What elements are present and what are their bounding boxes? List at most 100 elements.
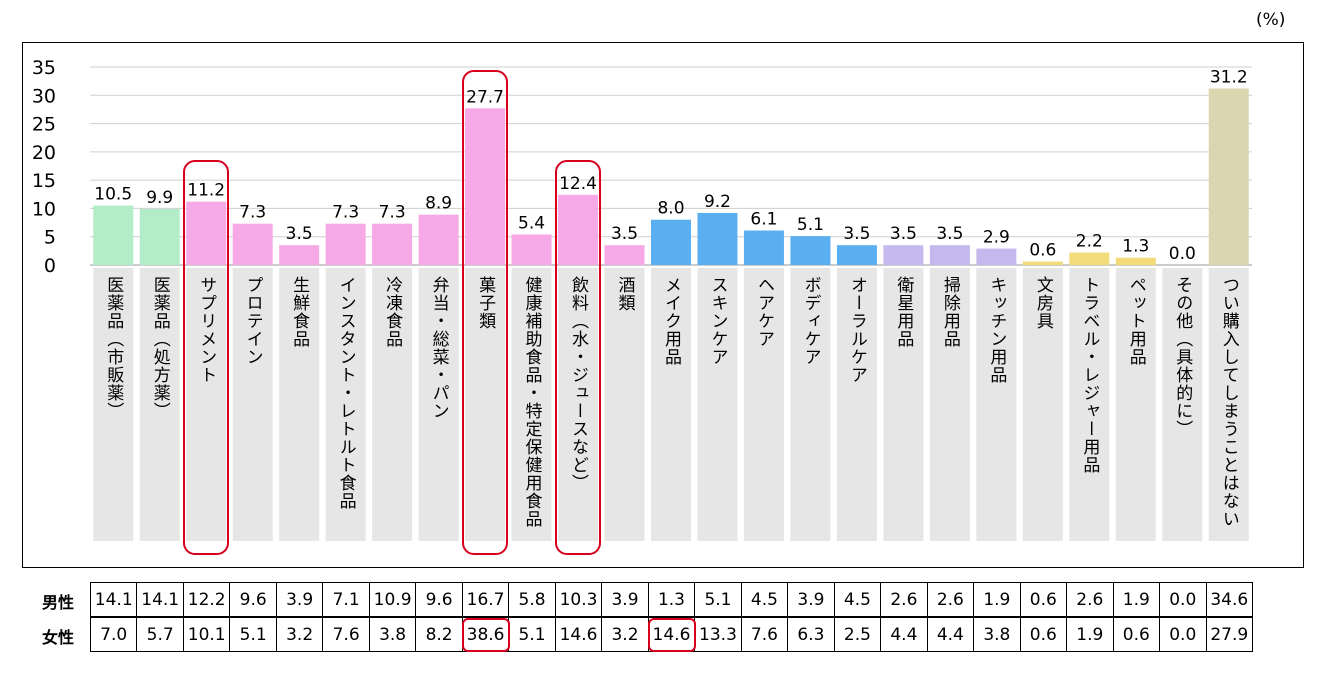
bar: [1208, 88, 1249, 265]
bar: [186, 201, 227, 265]
x-tick-label: ペット用品: [1126, 276, 1147, 366]
category-label-background: [372, 268, 413, 541]
table-cell: 14.1: [90, 582, 138, 617]
x-tick-label: 酒類: [615, 276, 636, 312]
x-tick-label: ヘアケア: [754, 276, 774, 348]
bar-value-label: 7.3: [379, 203, 406, 223]
category-label-background: [883, 268, 924, 541]
table-cell: 16.7: [461, 582, 510, 617]
x-tick-label: 文房具: [1033, 276, 1054, 330]
y-tick-label: 20: [32, 142, 56, 164]
table-cell: 3.8: [973, 617, 1021, 652]
bar: [697, 212, 738, 265]
table-cell: 2.6: [1066, 582, 1114, 617]
category-label-background: [604, 268, 645, 541]
bar-value-label: 8.9: [425, 194, 452, 214]
table-cell: 12.2: [182, 582, 231, 617]
bar-value-label: 12.4: [559, 174, 597, 194]
table-cell: 4.5: [833, 582, 882, 617]
table-cell: 38.6: [461, 617, 510, 652]
table-cell: 2.6: [926, 582, 975, 617]
x-tick-label: つい購入してしまうことはない: [1219, 276, 1240, 528]
table-cell: 14.6: [647, 617, 696, 652]
x-tick-label: スキンケア: [707, 276, 727, 366]
bar-value-label: 1.3: [1122, 237, 1149, 257]
category-label-background: [186, 268, 227, 541]
category-label-background: [1022, 268, 1063, 541]
x-tick-label: オーラルケア: [847, 276, 867, 384]
bar: [511, 234, 552, 265]
bar-value-label: 11.2: [187, 181, 225, 201]
category-label-backgrounds: [93, 268, 1249, 541]
x-tick-label: 菓子類: [475, 276, 496, 330]
bar-value-label: 3.5: [286, 224, 313, 244]
y-tick-label: 15: [32, 170, 56, 192]
bar-value-label: 9.2: [704, 192, 731, 212]
table-cell: 5.1: [508, 617, 556, 652]
table-cell: 14.6: [554, 617, 603, 652]
bar: [465, 108, 506, 265]
category-label-background: [558, 268, 599, 541]
x-tick-label: トラベル・レジャー用品: [1079, 276, 1100, 474]
table-cell: 9.6: [415, 582, 463, 617]
bar: [372, 223, 413, 265]
x-tick-label: ボディケア: [800, 276, 820, 366]
category-label-background: [279, 268, 320, 541]
category-label-background: [651, 268, 691, 541]
table-cell: 10.1: [182, 617, 231, 652]
category-label-background: [465, 268, 506, 541]
table-cell: 5.7: [136, 617, 184, 652]
bar-value-label: 0.0: [1169, 244, 1196, 264]
bar-value-label: 2.2: [1076, 232, 1103, 252]
chart-frame: [22, 42, 1304, 568]
table-cell: 3.8: [368, 617, 417, 652]
table-cell: 0.6: [1112, 617, 1161, 652]
table-cell: 1.9: [1066, 617, 1114, 652]
y-tick-label: 0: [44, 255, 56, 277]
table-cell: 5.1: [694, 582, 742, 617]
y-tick-label: 30: [32, 85, 56, 107]
x-tick-label: 飲料（水・ジュースなど）: [568, 276, 589, 492]
bar-value-label: 3.5: [611, 224, 638, 244]
bar: [790, 236, 831, 265]
bar-value-label: 9.9: [146, 188, 173, 208]
x-tick-label: 衛星用品: [893, 276, 914, 348]
table-cell: 5.8: [508, 582, 556, 617]
table-cell: 3.9: [787, 582, 835, 617]
table-cell: 7.6: [740, 617, 789, 652]
table-cell: 2.5: [833, 617, 882, 652]
x-tick-label: 健康補助食品・特定保健用食品: [522, 276, 543, 528]
y-tick-label: 25: [32, 114, 56, 136]
category-label-background: [139, 268, 180, 541]
x-tick-label: その他（具体的に）: [1172, 276, 1193, 438]
bar-value-label: 5.4: [518, 213, 545, 233]
category-label-background: [929, 268, 970, 541]
bar-value-label: 8.0: [657, 199, 684, 219]
x-tick-label: インスタント・レトルト食品: [336, 276, 357, 510]
bar: [743, 230, 784, 265]
table-cell: 9.6: [229, 582, 277, 617]
table-cell: 0.6: [1019, 582, 1068, 617]
category-label-background: [790, 268, 831, 541]
table-cell: 0.0: [1159, 582, 1207, 617]
x-tick-label: サプリメント: [196, 276, 216, 384]
bar: [651, 219, 691, 265]
category-label-background: [1069, 268, 1110, 541]
bar-value-label: 7.3: [239, 203, 266, 223]
x-tick-label: 医薬品（処方薬）: [150, 276, 171, 420]
unit-label: (%): [1256, 10, 1286, 30]
table-cell: 0.0: [1159, 617, 1207, 652]
x-tick-label: メイク用品: [661, 276, 682, 366]
x-tick-label: プロテイン: [243, 276, 263, 366]
table-cell: 4.5: [740, 582, 789, 617]
table-cell: 3.2: [601, 617, 649, 652]
bar-value-label: 3.5: [936, 224, 963, 244]
table-cell: 5.1: [229, 617, 277, 652]
bar: [418, 214, 459, 265]
table-cell: 1.9: [973, 582, 1021, 617]
bar-value-label: 3.5: [890, 224, 917, 244]
bars: [93, 88, 1249, 265]
table-cell: 3.9: [275, 582, 324, 617]
table-cell: 13.3: [694, 617, 742, 652]
category-label-background: [743, 268, 784, 541]
